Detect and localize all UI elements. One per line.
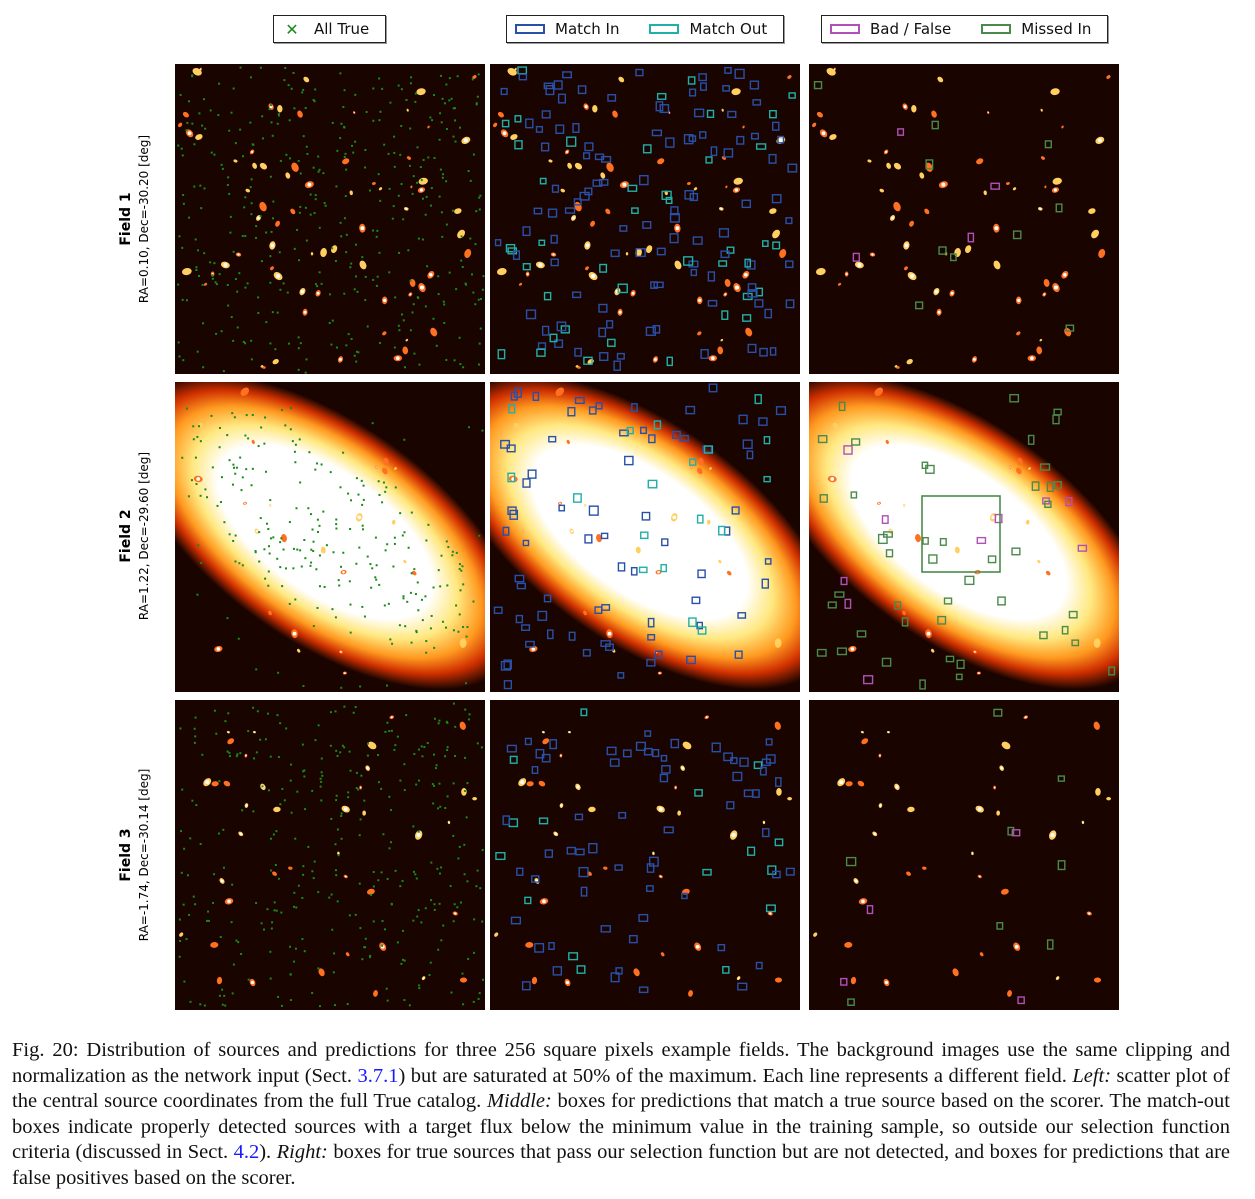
legend-label-missed-in: Missed In — [1021, 20, 1091, 38]
panel-field2-match — [490, 382, 800, 692]
row-label-field-2: Field 2 RA=1.22, Dec=-29.60 [deg] — [118, 381, 178, 691]
caption-left-label: Left: — [1072, 1065, 1111, 1087]
panel-field3-match — [490, 700, 800, 1010]
x-marker-icon: ✕ — [282, 20, 302, 39]
caption-middle-label: Middle: — [487, 1090, 552, 1112]
row-label-field-3: Field 3 RA=-1.74, Dec=-30.14 [deg] — [118, 700, 178, 1010]
missed-in-swatch-icon — [981, 24, 1011, 34]
field-1-coords: RA=0.10, Dec=-30.20 [deg] — [137, 64, 151, 374]
field-3-title: Field 3 — [118, 700, 134, 1010]
field-2-coords: RA=1.22, Dec=-29.60 [deg] — [137, 381, 151, 691]
figure-caption: Fig. 20: Distribution of sources and pre… — [12, 1038, 1230, 1191]
legend-label-all-true: All True — [314, 20, 369, 38]
legend-label-match-in: Match In — [555, 20, 619, 38]
field-2-title: Field 2 — [118, 381, 134, 691]
legend-all-true: ✕ All True — [273, 15, 386, 43]
panel-field2-true — [175, 382, 485, 692]
legend-label-bad-false: Bad / False — [870, 20, 951, 38]
caption-right-label: Right: — [277, 1141, 328, 1163]
legend-bad-missed: Bad / False Missed In — [821, 15, 1108, 43]
panel-field2-missed — [809, 382, 1119, 692]
panel-field1-true — [175, 64, 485, 374]
caption-text-5: ). — [259, 1141, 276, 1163]
bad-false-swatch-icon — [830, 24, 860, 34]
panel-field3-missed — [809, 700, 1119, 1010]
caption-link-sect-42[interactable]: 4.2 — [234, 1141, 260, 1163]
match-out-swatch-icon — [649, 24, 679, 34]
legend-label-match-out: Match Out — [689, 20, 767, 38]
caption-link-sect-371[interactable]: 3.7.1 — [357, 1065, 398, 1087]
legend-match: Match In Match Out — [506, 15, 784, 43]
panel-field1-match — [490, 64, 800, 374]
field-1-title: Field 1 — [118, 64, 134, 374]
panel-field3-true — [175, 700, 485, 1010]
panel-field1-missed — [809, 64, 1119, 374]
row-label-field-1: Field 1 RA=0.10, Dec=-30.20 [deg] — [118, 64, 178, 374]
caption-text-2: ) but are saturated at 50% of the maximu… — [398, 1065, 1072, 1087]
match-in-swatch-icon — [515, 24, 545, 34]
field-3-coords: RA=-1.74, Dec=-30.14 [deg] — [137, 700, 151, 1010]
